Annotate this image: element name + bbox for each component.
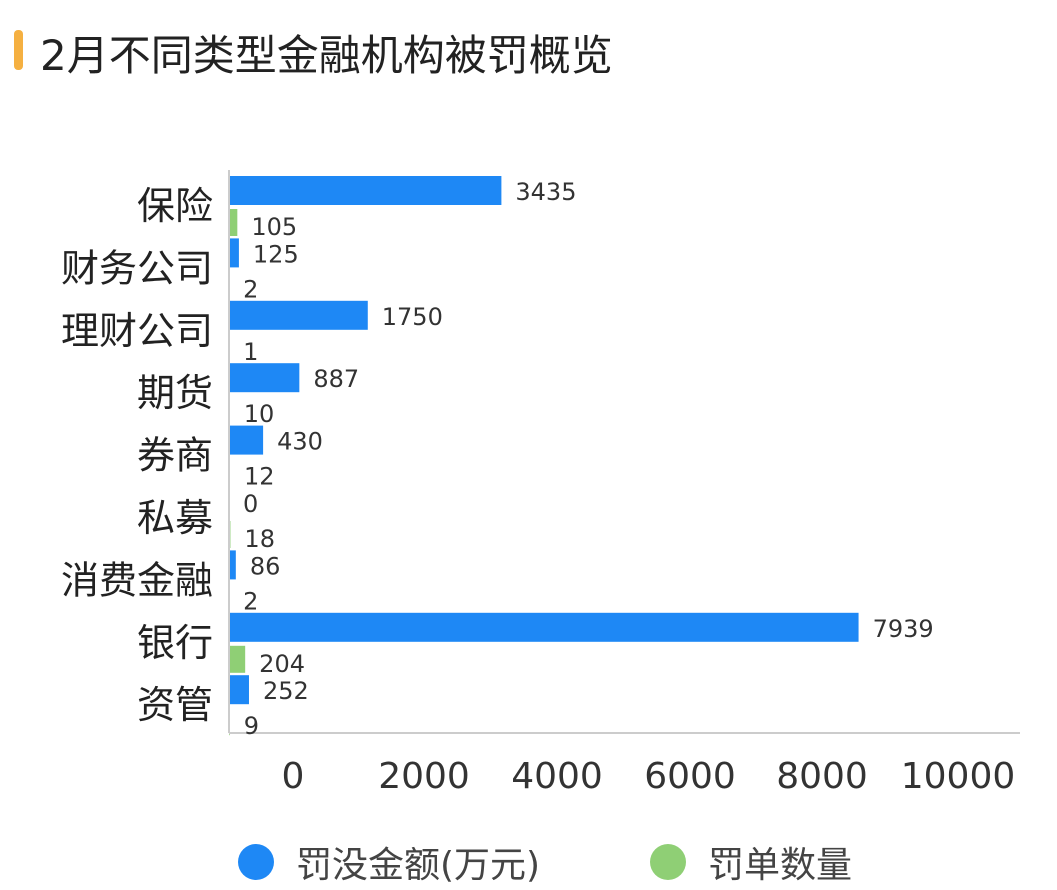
legend-swatch-amount (238, 844, 274, 880)
x-tick-label: 8000 (776, 756, 868, 797)
bar-amount (229, 176, 502, 205)
category-label: 私募 (137, 496, 213, 540)
data-label-count: 10 (244, 400, 275, 428)
bar-amount (229, 550, 236, 580)
category-label: 券商 (137, 434, 213, 478)
data-label-count: 2 (243, 275, 258, 303)
bar-amount (229, 612, 859, 642)
x-tick-label: 10000 (901, 756, 1016, 797)
data-label-amount: 0 (243, 490, 258, 518)
legend-swatch-count (650, 844, 686, 880)
category-label: 保险 (137, 184, 213, 228)
data-label-count: 204 (259, 650, 305, 678)
data-label-count: 9 (244, 712, 259, 740)
chart-title: 2月不同类型金融机构被罚概览 (40, 31, 613, 80)
data-label-amount: 430 (277, 428, 323, 456)
data-label-count: 2 (243, 587, 258, 615)
bar-count (229, 645, 246, 673)
bar-amount (229, 238, 239, 268)
category-label: 资管 (137, 683, 213, 727)
x-tick-label: 4000 (511, 756, 603, 797)
legend-label-amount: 罚没金额(万元) (296, 845, 541, 886)
bar-amount (229, 300, 368, 330)
data-label-amount: 3435 (515, 178, 576, 206)
legend-label-count: 罚单数量 (708, 845, 853, 886)
data-label-count: 12 (244, 463, 275, 491)
legend-item-amount[interactable]: 罚没金额(万元) (238, 836, 540, 888)
data-label-amount: 252 (263, 677, 309, 705)
category-label: 银行 (137, 621, 213, 665)
bar-amount (229, 425, 264, 455)
x-tick-label: 2000 (378, 756, 470, 797)
legend-item-count[interactable]: 罚单数量 (650, 836, 852, 888)
data-label-count: 1 (243, 338, 258, 366)
category-label: 期货 (137, 371, 213, 415)
category-label: 财务公司 (61, 246, 213, 290)
data-label-amount: 125 (253, 240, 299, 268)
data-label-amount: 887 (313, 365, 359, 393)
x-tick-label: 6000 (644, 756, 736, 797)
category-label: 消费金融 (61, 558, 213, 602)
bar-chart: 保险 3435 105 财务公司 125 2 理财公司 1750 1 期货 887 10 券商 43012… (61, 170, 1020, 797)
data-label-amount: 7939 (873, 615, 934, 643)
data-label-count: 18 (244, 525, 275, 553)
category-label: 理财公司 (61, 309, 213, 353)
data-label-amount: 86 (250, 552, 281, 580)
legend: 罚没金额(万元) 罚单数量 (0, 836, 1057, 886)
data-label-count: 105 (251, 213, 297, 241)
bar-count (229, 209, 238, 236)
x-tick-label: 0 (282, 756, 305, 797)
title-accent-bar (14, 30, 23, 70)
data-label-amount: 1750 (382, 303, 443, 331)
bar-amount (229, 675, 249, 705)
bar-amount (229, 363, 300, 393)
